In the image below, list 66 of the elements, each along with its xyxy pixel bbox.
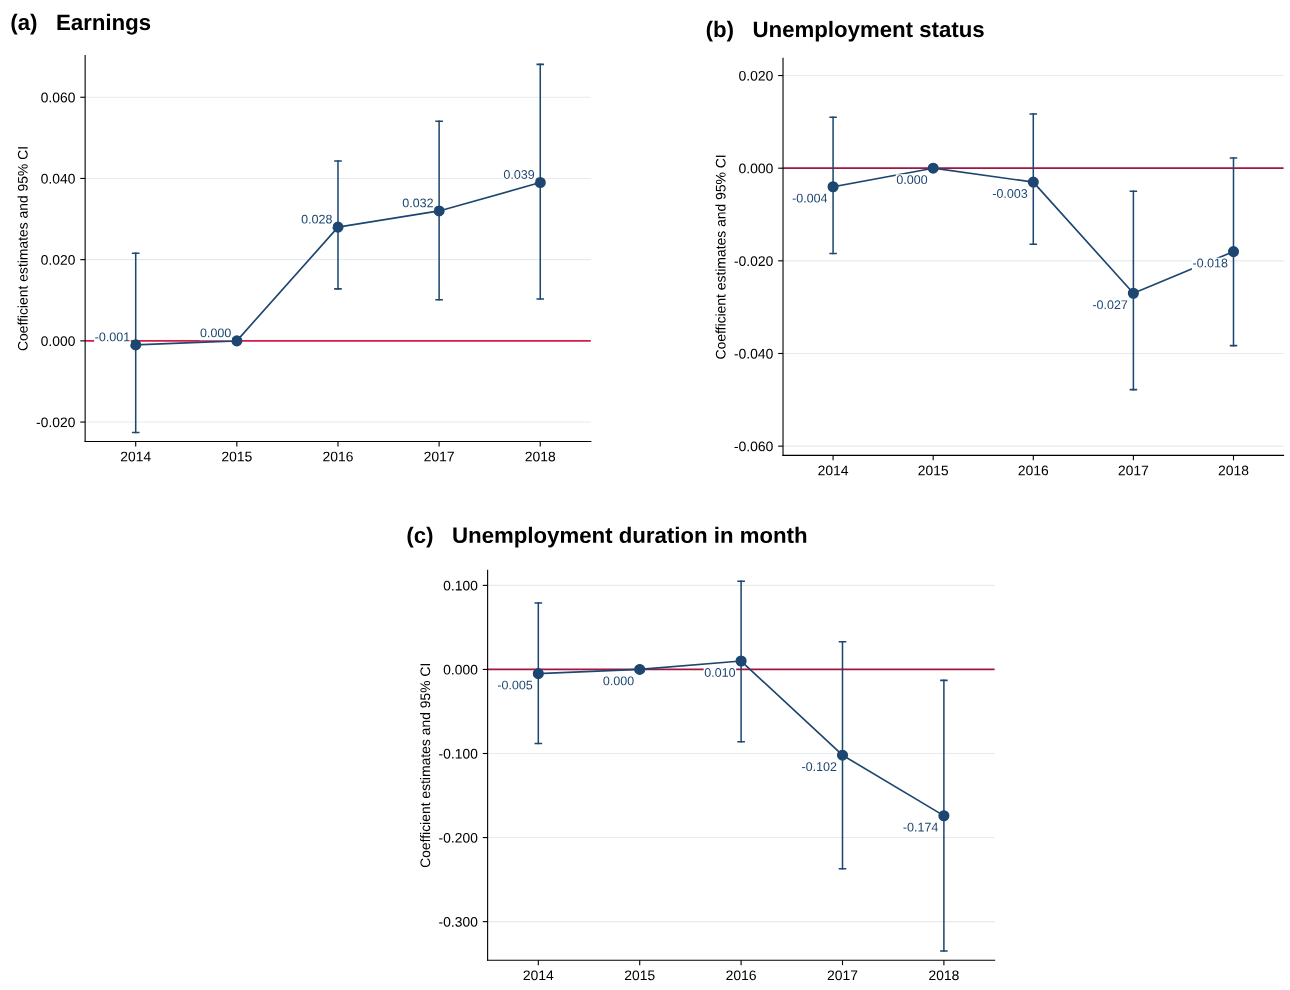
chart-title: (b) Unemployment status: [706, 20, 984, 42]
data-label: -0.102: [802, 762, 837, 772]
data-label: 0.039: [503, 170, 535, 179]
chart-title: (a) Earnings: [11, 13, 151, 35]
point: [634, 663, 646, 675]
y-tick-label: 0.000: [443, 664, 478, 675]
point: [1127, 287, 1139, 299]
data-label: 0.000: [200, 328, 231, 338]
data-label: -0.174: [903, 822, 938, 832]
point: [1227, 246, 1240, 258]
x-tick-label: 2018: [1218, 465, 1249, 476]
x-tick-label: 2016: [323, 451, 353, 462]
x-tick-label: 2015: [222, 451, 252, 462]
x-tick-label: 2015: [624, 970, 655, 981]
x-tick-label: 2018: [929, 970, 959, 981]
x-tick-label: 2014: [120, 451, 151, 462]
y-axis-title: Coefficient estimates and 95% CI: [17, 147, 28, 351]
y-tick-label: 0.020: [41, 254, 75, 265]
data-label: 0.000: [603, 676, 634, 686]
x-tick-label: 2018: [525, 451, 556, 462]
point: [938, 810, 950, 822]
x-tick-label: 2017: [1118, 465, 1149, 476]
x-tick-label: 2017: [424, 451, 454, 462]
y-tick-label: 0.100: [443, 580, 478, 591]
x-tick-label: 2016: [1018, 465, 1049, 476]
data-label: 0.032: [402, 198, 433, 208]
y-tick-label: 0.000: [41, 336, 75, 347]
y-tick-label: -0.020: [734, 256, 773, 267]
data-label: -0.003: [992, 189, 1028, 198]
point: [735, 655, 747, 667]
x-tick-label: 2017: [827, 970, 858, 981]
y-tick-label: -0.060: [734, 441, 773, 452]
data-label: 0.000: [896, 175, 928, 185]
y-tick-label: -0.020: [36, 417, 75, 428]
data-label: -0.005: [497, 680, 533, 690]
x-tick-label: 2015: [918, 465, 949, 476]
y-axis-title: Coefficient estimates and 95% CI: [715, 155, 726, 359]
point: [532, 668, 544, 680]
point: [927, 162, 939, 174]
x-tick-label: 2014: [523, 970, 554, 981]
point: [231, 335, 243, 347]
point: [827, 181, 839, 193]
point: [836, 749, 849, 761]
data-label: -0.001: [95, 332, 130, 342]
y-tick-label: 0.060: [41, 92, 75, 103]
y-tick-label: 0.040: [41, 173, 75, 184]
data-label: 0.028: [301, 214, 332, 224]
y-tick-label: -0.200: [439, 832, 478, 843]
x-tick-label: 2016: [726, 970, 756, 981]
y-tick-label: 0.000: [739, 163, 773, 174]
data-label: -0.004: [792, 193, 828, 203]
chart-title: (c) Unemployment duration in month: [407, 526, 807, 548]
point: [1027, 176, 1039, 188]
point: [332, 221, 344, 233]
y-tick-label: 0.020: [739, 70, 773, 81]
y-tick-label: -0.300: [439, 916, 478, 927]
point: [433, 205, 445, 217]
data-label: -0.027: [1092, 300, 1128, 310]
data-label: -0.018: [1193, 258, 1228, 268]
x-tick-label: 2014: [818, 465, 849, 476]
point: [534, 176, 546, 189]
y-tick-label: -0.100: [439, 748, 478, 759]
y-axis-title: Coefficient estimates and 95% CI: [420, 663, 431, 868]
data-label: 0.010: [704, 668, 736, 677]
y-tick-label: -0.040: [734, 348, 773, 359]
point: [130, 339, 142, 351]
